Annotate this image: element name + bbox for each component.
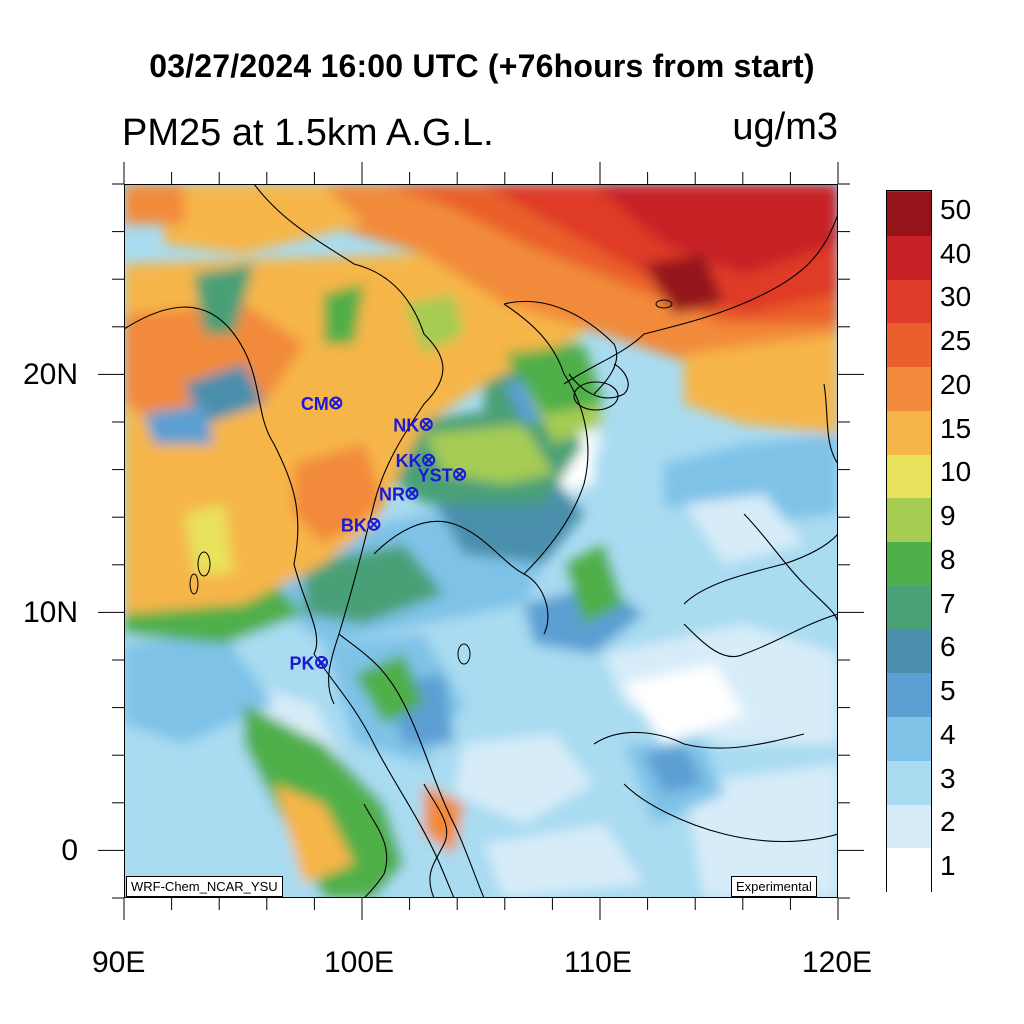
station-cross-yst xyxy=(455,469,465,479)
colorbar-swatch xyxy=(887,803,931,849)
station-label-nk: NK xyxy=(393,415,419,435)
colorbar-level-label: 15 xyxy=(940,412,972,444)
station-marker-nr xyxy=(405,486,419,500)
colorbar-swatch xyxy=(887,234,931,280)
coastlines xyxy=(124,184,838,898)
station-cross-nr xyxy=(407,488,417,498)
colorbar-level-label: 10 xyxy=(940,456,972,488)
colorbar-level-label: 9 xyxy=(940,500,956,532)
station-cross-nk xyxy=(421,419,431,429)
station-cross-kk xyxy=(424,455,434,465)
colorbar-level-label: 3 xyxy=(940,762,956,794)
station-label-nr: NR xyxy=(379,484,405,504)
station-marker-yst xyxy=(453,467,467,481)
station-label-bk: BK xyxy=(341,515,367,535)
colorbar-swatch xyxy=(887,322,931,367)
colorbar-level-label: 25 xyxy=(940,325,972,357)
y-tick-label-0: 0 xyxy=(61,834,78,867)
station-label-pk: PK xyxy=(290,653,315,673)
station-cross-bk xyxy=(369,519,379,529)
x-tick-label-110E: 110E xyxy=(564,946,632,979)
colorbar-level-label: 4 xyxy=(940,718,956,750)
station-marker-cm xyxy=(329,396,343,410)
station-marker-bk xyxy=(367,517,381,531)
station-marker-pk xyxy=(315,655,329,669)
experimental-tag: Experimental xyxy=(731,876,817,897)
station-label-yst: YST xyxy=(418,465,453,485)
colorbar-level-label: 1 xyxy=(940,850,956,882)
colorbar-level-label: 30 xyxy=(940,281,972,313)
map-frame xyxy=(124,184,838,898)
station-cross-pk xyxy=(317,657,327,667)
colorbar-swatch xyxy=(887,453,931,499)
units-label: ug/m3 xyxy=(732,106,838,148)
colorbar-level-label: 5 xyxy=(940,675,956,707)
station-label-kk: KK xyxy=(396,451,422,471)
colorbar-swatch xyxy=(887,541,931,586)
colorbar-swatch xyxy=(887,628,931,674)
colorbar-swatch xyxy=(887,716,931,761)
colorbar-level-label: 6 xyxy=(940,631,956,663)
station-marker-kk xyxy=(422,453,436,467)
colorbar-swatch xyxy=(887,759,931,805)
colorbar-level-label: 7 xyxy=(940,587,956,619)
colorbar xyxy=(886,190,932,892)
colorbar-swatch xyxy=(887,672,931,717)
station-marker-nk xyxy=(419,417,433,431)
map-title: 03/27/2024 16:00 UTC (+76hours from star… xyxy=(149,48,815,84)
variable-label: PM25 at 1.5km A.G.L. xyxy=(122,112,494,154)
colorbar-swatch xyxy=(887,278,931,324)
x-tick-label-100E: 100E xyxy=(324,946,395,979)
colorbar-swatch xyxy=(887,409,931,455)
station-label-cm: CM xyxy=(301,394,329,414)
y-tick-label-20N: 20N xyxy=(22,358,78,391)
colorbar-level-label: 50 xyxy=(940,193,972,225)
y-tick-label-10N: 10N xyxy=(22,596,78,629)
colorbar-swatch xyxy=(887,584,931,630)
station-cross-cm xyxy=(331,398,341,408)
colorbar-swatch xyxy=(887,191,931,236)
colorbar-level-label: 2 xyxy=(940,806,956,838)
model-credit: WRF-Chem_NCAR_YSU xyxy=(126,876,283,897)
colorbar-level-label: 8 xyxy=(940,543,956,575)
colorbar-swatch xyxy=(887,497,931,542)
colorbar-swatch xyxy=(887,366,931,411)
pm25-map: CM NK KK YST NR BK PK xyxy=(124,184,838,898)
colorbar-swatch xyxy=(887,847,931,892)
colorbar-level-label: 40 xyxy=(940,237,972,269)
colorbar-level-label: 20 xyxy=(940,368,972,400)
x-tick-label-120E: 120E xyxy=(802,946,873,979)
x-tick-label-90E: 90E xyxy=(92,946,146,979)
